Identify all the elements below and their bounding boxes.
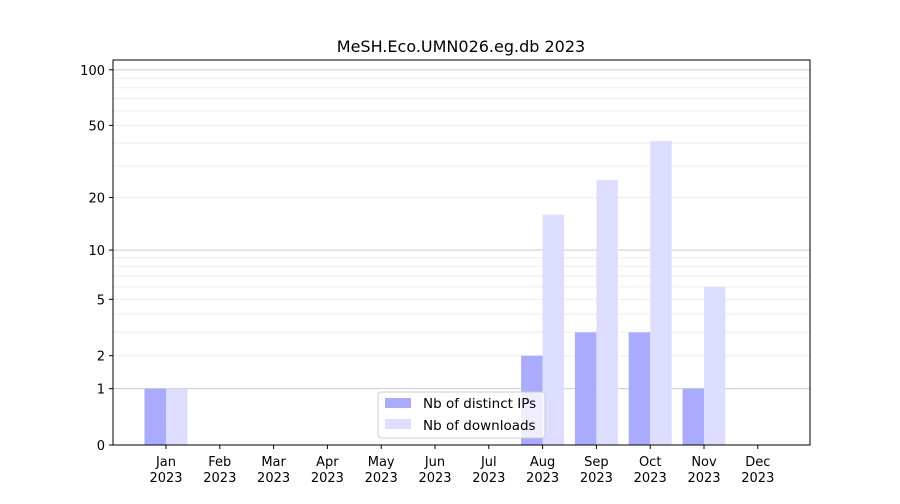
x-tick-label-year: 2023	[526, 471, 559, 486]
legend-box	[377, 391, 546, 439]
x-tick-label-month: Oct	[639, 455, 661, 470]
y-tick-label: 5	[97, 293, 105, 308]
x-tick-label-month: Dec	[745, 455, 770, 470]
legend-label-downloads: Nb of downloads	[423, 418, 536, 434]
x-tick-label-year: 2023	[741, 471, 774, 486]
bar-downloads	[650, 141, 672, 445]
x-tick-label-month: May	[368, 455, 395, 470]
legend-swatch-ips	[385, 398, 411, 408]
bar-distinct-ips	[574, 332, 597, 445]
x-tick-label-year: 2023	[203, 471, 236, 486]
y-tick-label: 0	[97, 439, 105, 454]
bar-distinct-ips	[144, 388, 166, 445]
x-tick-label-year: 2023	[418, 471, 451, 486]
y-tick-label: 20	[88, 192, 105, 207]
x-tick-label-month: Jun	[424, 455, 445, 470]
y-tick-label: 50	[88, 119, 105, 134]
bar-downloads	[542, 214, 565, 445]
plot-frame	[112, 59, 811, 446]
bar-downloads	[166, 388, 188, 445]
y-tick-label: 1	[97, 383, 105, 398]
x-tick-label-year: 2023	[580, 471, 613, 486]
y-tick-label: 100	[80, 64, 105, 79]
x-tick-label-year: 2023	[634, 471, 667, 486]
y-axis: 0 1 2 5 10 20 50 100	[80, 64, 113, 454]
bar-distinct-ips	[682, 388, 704, 445]
x-tick-label-year: 2023	[472, 471, 505, 486]
bar-distinct-ips	[628, 332, 651, 445]
x-tick-label-month: Jul	[480, 455, 497, 470]
x-tick-label-month: Apr	[316, 455, 339, 470]
x-axis: Jan2023Feb2023Mar2023Apr2023May2023Jun20…	[149, 445, 774, 486]
x-tick-label-month: Aug	[530, 455, 555, 470]
x-tick-label-month: Nov	[691, 455, 717, 470]
x-tick-label-month: Mar	[261, 455, 286, 470]
x-tick-label-year: 2023	[149, 471, 182, 486]
legend: Nb of distinct IPs Nb of downloads	[377, 391, 546, 439]
chart-title: MeSH.Eco.UMN026.eg.db 2023	[337, 37, 585, 56]
x-tick-label-month: Jan	[155, 455, 176, 470]
x-tick-label-year: 2023	[687, 471, 720, 486]
bar-downloads	[596, 180, 618, 445]
x-tick-label-year: 2023	[365, 471, 398, 486]
y-tick-label: 2	[97, 350, 105, 365]
y-tick-label: 10	[88, 244, 105, 259]
legend-label-ips: Nb of distinct IPs	[423, 396, 536, 412]
x-tick-label-month: Sep	[584, 455, 609, 470]
x-tick-label-month: Feb	[208, 455, 231, 470]
x-tick-label-year: 2023	[311, 471, 344, 486]
x-tick-label-year: 2023	[257, 471, 290, 486]
bar-downloads	[704, 286, 726, 445]
legend-swatch-downloads	[385, 419, 411, 429]
